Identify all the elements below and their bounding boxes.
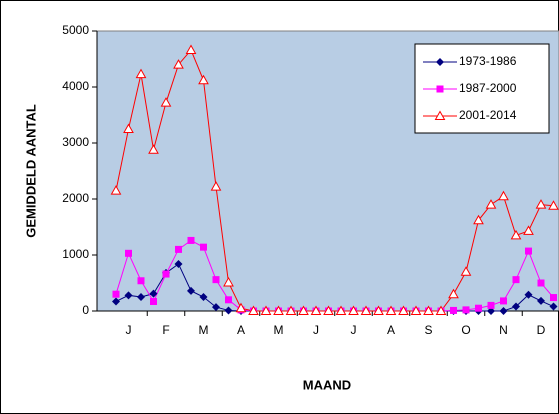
marker (535, 199, 547, 209)
marker (485, 199, 497, 209)
marker (523, 225, 534, 235)
marker (137, 293, 145, 301)
marker (149, 289, 158, 298)
marker (198, 74, 209, 85)
x-tick-label: A (237, 323, 245, 337)
marker (436, 58, 444, 66)
marker (360, 305, 372, 315)
x-tick-label: O (461, 323, 470, 337)
marker (548, 200, 559, 210)
marker (123, 123, 134, 133)
legend-label: 1987-2000 (459, 81, 517, 95)
marker (223, 276, 234, 287)
y-tick-label: 0 (82, 303, 89, 317)
y-tick-label: 2000 (62, 191, 89, 205)
marker (487, 301, 495, 309)
y-tick-label: 3000 (62, 135, 89, 149)
x-tick-label: D (537, 323, 546, 337)
marker (512, 302, 520, 311)
x-tick-label: J (351, 323, 357, 337)
marker (174, 259, 183, 268)
marker (310, 305, 322, 315)
marker (385, 305, 397, 315)
marker (537, 296, 545, 305)
x-tick-label: A (387, 323, 395, 337)
marker (175, 245, 182, 253)
marker (162, 270, 170, 278)
marker (323, 305, 334, 315)
x-tick-label: S (424, 323, 432, 337)
marker (124, 291, 133, 300)
marker (373, 305, 384, 315)
y-axis-title: GEMIDDELD AANTAL (23, 104, 38, 238)
marker (348, 305, 359, 315)
marker (434, 110, 446, 120)
marker (510, 229, 522, 240)
marker (475, 304, 482, 312)
marker (212, 276, 220, 284)
marker (298, 305, 309, 315)
marker (160, 97, 172, 107)
x-tick-label: N (499, 323, 508, 337)
legend-label: 1973-1986 (459, 54, 517, 68)
marker (549, 302, 558, 311)
marker (550, 294, 557, 302)
marker (225, 296, 232, 304)
x-tick-label: J (313, 323, 319, 337)
marker (125, 249, 132, 257)
marker (185, 44, 197, 55)
marker (499, 307, 508, 315)
marker (285, 305, 297, 315)
marker (335, 305, 347, 315)
marker (448, 288, 459, 299)
marker (187, 236, 195, 244)
marker (273, 305, 284, 315)
legend-label: 2001-2014 (459, 108, 517, 122)
marker (436, 85, 444, 93)
marker (435, 305, 447, 315)
marker (537, 279, 545, 287)
marker (248, 305, 259, 315)
y-tick-label: 4000 (62, 79, 89, 93)
x-tick-label: J (126, 323, 132, 337)
marker (137, 277, 145, 285)
marker (210, 181, 222, 191)
x-tick-label: M (199, 323, 209, 337)
marker (410, 305, 422, 315)
marker (498, 190, 509, 201)
marker (112, 297, 120, 306)
marker (173, 59, 184, 69)
marker (462, 306, 470, 314)
marker (112, 290, 120, 298)
marker (148, 144, 159, 154)
x-tick-label: F (162, 323, 169, 337)
marker (450, 306, 457, 314)
x-axis-title: MAAND (303, 377, 351, 392)
marker (150, 297, 157, 305)
marker (460, 266, 472, 276)
marker (512, 276, 520, 284)
marker (212, 303, 220, 312)
marker (398, 305, 409, 315)
marker (524, 290, 533, 299)
marker (525, 247, 532, 255)
y-tick-label: 5000 (62, 23, 89, 37)
marker (473, 214, 484, 225)
marker (187, 286, 195, 295)
marker (235, 302, 247, 313)
marker (500, 297, 507, 305)
marker (200, 243, 207, 251)
marker (110, 185, 122, 195)
marker (487, 307, 495, 315)
marker (224, 306, 233, 315)
marker (199, 293, 208, 301)
x-tick-label: M (274, 323, 284, 337)
marker (423, 305, 434, 315)
marker (260, 305, 272, 315)
y-tick-label: 1000 (62, 247, 89, 261)
marker (135, 68, 147, 79)
